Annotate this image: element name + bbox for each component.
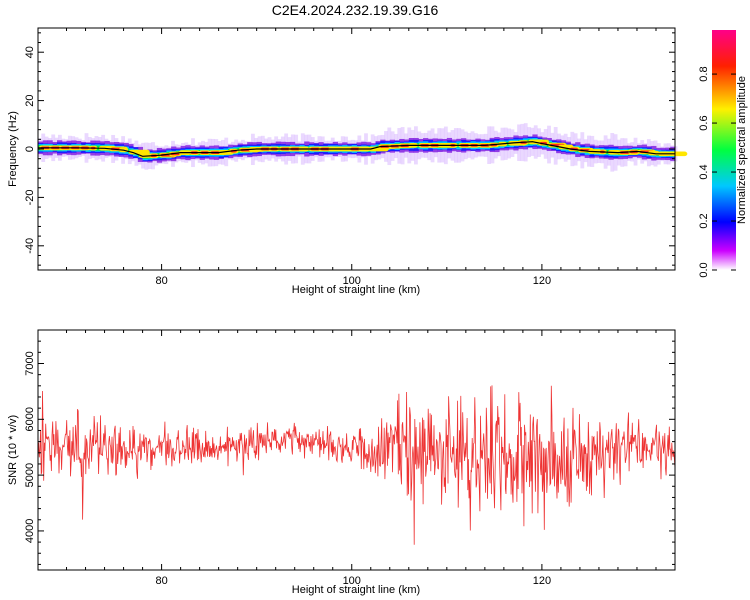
spectrogram-ticks: 80 100 120 -40 -20 0 20 40	[24, 28, 676, 287]
snr-y-tick-label: 4000	[24, 519, 36, 543]
spectrogram-x-tick-label: 80	[155, 275, 167, 287]
snr-y-tick-label: 6000	[24, 407, 36, 431]
spectrogram-y-tick-label: 20	[24, 94, 36, 106]
colorbar-ticks: 0.0 0.2 0.4 0.6 0.8	[698, 66, 736, 278]
spectrogram-y-tick-label: -20	[24, 189, 36, 205]
snr-x-axis-label: Height of straight line (km)	[292, 584, 420, 596]
colorbar-tick-label: 0.8	[698, 66, 710, 81]
colorbar: 0.0 0.2 0.4 0.6 0.8 Normalized spectral ampl…	[698, 30, 748, 278]
snr-y-tick-label: 5000	[24, 463, 36, 487]
spectrogram-ridge	[38, 141, 675, 157]
colorbar-tick-label: 0.0	[698, 262, 710, 277]
figure-title: C2E4.2024.232.19.39.G16	[272, 2, 439, 18]
snr-series-line	[38, 385, 675, 545]
spectrogram-x-tick-label: 120	[533, 275, 551, 287]
spectrogram-y-tick-label: -40	[24, 238, 36, 254]
snr-y-tick-label: 7000	[24, 351, 36, 375]
spectrogram-y-axis-label: Frequency (Hz)	[7, 111, 19, 187]
spectrogram-y-tick-label: 40	[24, 46, 36, 58]
spectrogram-y-tick-label: 0	[24, 146, 36, 152]
colorbar-gradient	[712, 30, 736, 270]
colorbar-tick-label: 0.2	[698, 213, 710, 228]
snr-x-tick-label: 120	[533, 575, 551, 587]
spectrogram-ridge-line	[38, 141, 675, 157]
colorbar-label: Normalized spectral amplitude	[736, 76, 748, 224]
snr-ticks: 80 100 120 4000 5000 6000 7000	[24, 329, 676, 587]
spectrogram-panel: 80 100 120 -40 -20 0 20 40 Height of straight l…	[7, 27, 688, 296]
spectrogram-x-axis-label: Height of straight line (km)	[292, 284, 420, 296]
colorbar-tick-label: 0.4	[698, 164, 710, 179]
colorbar-tick-label: 0.6	[698, 115, 710, 130]
snr-frame	[37, 329, 676, 571]
snr-y-axis-label: SNR (10 * v/v)	[7, 415, 19, 485]
snr-x-tick-label: 100	[343, 575, 361, 587]
snr-panel: 80 100 120 4000 5000 6000 7000 Height of strai…	[7, 329, 676, 596]
snr-x-tick-label: 80	[155, 575, 167, 587]
spectrogram-core-cell	[667, 151, 688, 157]
spectrogram-x-tick-label: 100	[343, 275, 361, 287]
